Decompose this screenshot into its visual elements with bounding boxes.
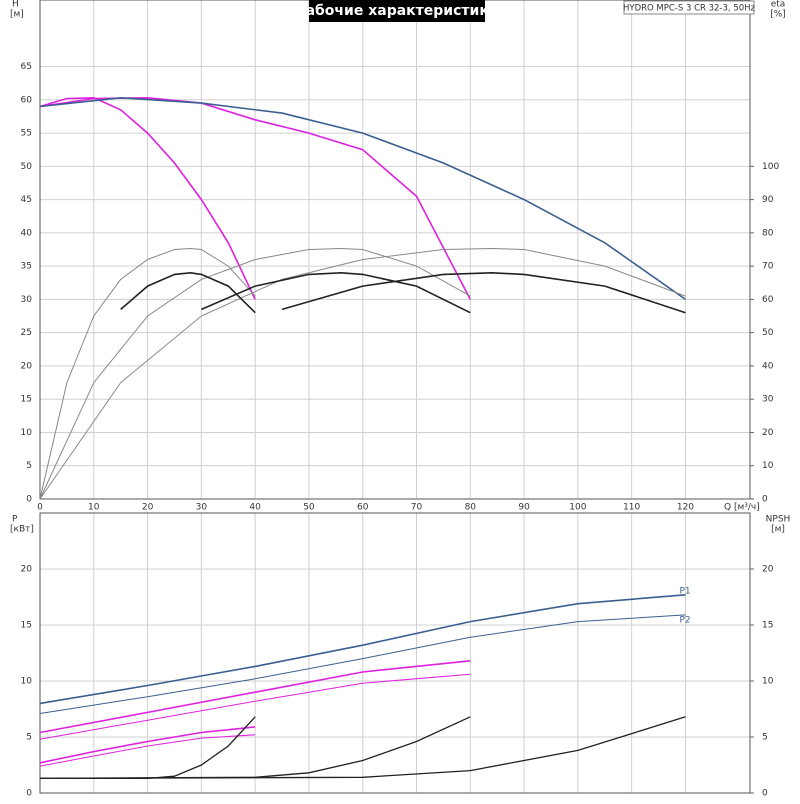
y-tick-label: 25: [21, 328, 32, 338]
y-tick-label: 65: [21, 62, 32, 72]
y-tick-label: 15: [21, 621, 32, 631]
y-tick-label: 50: [21, 162, 33, 172]
curve: [39, 96, 256, 300]
curve: [39, 247, 686, 500]
y2-tick-label: 50: [762, 328, 774, 338]
y-tick-label: 35: [21, 262, 32, 272]
x-tick-label: 120: [677, 503, 694, 513]
y-tick-label: 0: [26, 789, 32, 799]
y2-tick-label: 60: [762, 295, 774, 305]
y-tick-label: 45: [21, 195, 32, 205]
y2-tick-label: 20: [762, 565, 774, 575]
x-tick-label: 110: [623, 503, 640, 513]
y-tick-label: 60: [21, 95, 33, 105]
x-tick-label: 90: [518, 503, 530, 513]
subtitle-box: [623, 0, 755, 15]
chart-title: Рабочие характеристики: [295, 3, 498, 19]
y2-tick-label: 70: [762, 262, 774, 272]
y2-axis-label: NPSH: [766, 515, 791, 525]
y-tick-label: 30: [21, 295, 33, 305]
y-tick-label: 20: [21, 361, 33, 371]
y2-tick-label: 20: [762, 428, 774, 438]
series-label: P1: [679, 586, 690, 596]
y2-tick-label: 100: [762, 162, 779, 172]
y-tick-label: 0: [26, 495, 32, 505]
y2-axis-label: eta: [771, 0, 786, 10]
y-tick-label: 55: [21, 129, 32, 139]
y2-tick-label: 40: [762, 361, 774, 371]
curve: [39, 673, 471, 740]
y2-tick-label: 15: [762, 621, 773, 631]
x-tick-label: 70: [411, 503, 423, 513]
x-tick-label: 100: [569, 503, 586, 513]
y-axis-unit: [м]: [10, 10, 24, 20]
curve: [39, 247, 471, 500]
curve: [39, 734, 256, 767]
y-axis-unit: [кВт]: [10, 525, 34, 535]
x-tick-label: 10: [88, 503, 100, 513]
curve: [39, 96, 686, 301]
y-tick-label: 5: [26, 733, 32, 743]
curve: [39, 716, 686, 780]
y2-axis-unit: [%]: [770, 10, 786, 20]
curve: [39, 247, 256, 500]
x-tick-label: 60: [357, 503, 369, 513]
chart-subtitle: HYDRO MPC-S 3 CR 32-3, 50Hz: [623, 4, 756, 14]
x-tick-label: 40: [249, 503, 261, 513]
x-tick-label: 80: [465, 503, 477, 513]
title-box: [309, 0, 485, 22]
plot-frame: [39, 512, 751, 794]
x-tick-label: 0: [37, 503, 43, 513]
x-axis-label: Q [м³/ч]: [724, 503, 760, 513]
x-tick-label: 50: [303, 503, 315, 513]
y2-axis-unit: [м]: [771, 525, 785, 535]
y-tick-label: 40: [21, 228, 33, 238]
y-tick-label: 20: [21, 565, 33, 575]
curve: [39, 660, 471, 734]
y2-tick-label: 5: [762, 733, 768, 743]
x-tick-label: 30: [196, 503, 208, 513]
y2-tick-label: 0: [762, 789, 768, 799]
y2-tick-label: 90: [762, 195, 774, 205]
series-label: P2: [679, 615, 690, 625]
y-tick-label: 10: [21, 677, 33, 687]
x-tick-label: 20: [142, 503, 154, 513]
y-axis-label: P: [12, 515, 18, 525]
plot-frame: [39, 0, 751, 500]
y2-tick-label: 10: [762, 461, 774, 471]
y-tick-label: 15: [21, 395, 32, 405]
y-axis-label: H: [12, 0, 19, 10]
y2-tick-label: 80: [762, 228, 774, 238]
y2-tick-label: 0: [762, 495, 768, 505]
curve: [120, 271, 256, 314]
curve: [281, 271, 686, 314]
y-tick-label: 10: [21, 428, 33, 438]
curve: [201, 271, 471, 314]
curve: [39, 726, 256, 764]
y-tick-label: 5: [26, 461, 32, 471]
y2-tick-label: 10: [762, 677, 774, 687]
curve: [39, 594, 686, 705]
curve: [39, 614, 686, 714]
y2-tick-label: 30: [762, 395, 774, 405]
